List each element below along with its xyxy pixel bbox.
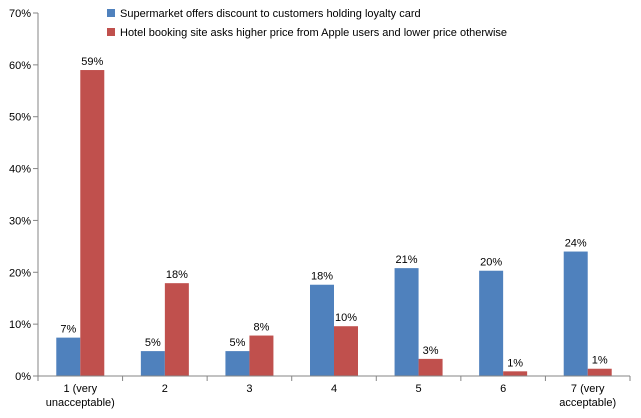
y-tick-label: 0% [15,371,31,383]
data-label: 5% [229,337,245,349]
data-label: 20% [480,257,502,269]
y-tick-label: 40% [9,164,31,176]
data-label: 1% [592,355,608,367]
legend-entry: Supermarket offers discount to customers… [120,8,421,20]
legend-swatch [107,9,115,17]
data-label: 18% [311,271,333,283]
bar-series-2 [418,358,443,376]
bar-series-1 [479,270,504,376]
y-tick-label: 10% [9,319,31,331]
y-tick-label: 20% [9,267,31,279]
bar-series-1 [56,337,81,376]
data-label: 8% [253,322,269,334]
bar-series-1 [563,251,588,376]
y-tick-label: 60% [9,60,31,72]
y-tick-label: 70% [9,8,31,20]
y-tick-label: 30% [9,215,31,227]
bar-series-2 [249,335,274,376]
data-label: 18% [166,269,188,281]
data-label: 21% [396,254,418,266]
x-tick-label: 4 [331,383,337,395]
x-tick-label: 2 [162,383,168,395]
bar-series-1 [310,284,334,376]
data-labels: 7% 5% 5% 18% 21% 20% 24% 59% 18% 8% 10% 3% 1% 1% [60,56,608,369]
bar-series-2 [334,326,358,376]
bar-series-2 [80,70,105,377]
bars [56,70,612,377]
bar-series-2 [164,283,189,376]
data-label: 10% [335,312,357,324]
x-tick-label: 3 [246,383,252,395]
data-label: 7% [60,324,76,336]
bar-series-1 [394,268,419,376]
bar-series-2 [587,368,612,376]
x-tick-label: 1 (very unacceptable) [46,383,115,409]
legend-entry: Hotel booking site asks higher price fro… [120,27,507,39]
data-label: 5% [145,337,161,349]
data-label: 59% [81,56,103,68]
x-tick-label: 5 [416,383,422,395]
legend: Supermarket offers discount to customers… [107,8,507,39]
y-tick-label: 50% [9,112,31,124]
data-label: 1% [507,357,523,369]
data-label: 24% [565,238,587,250]
bar-series-1 [140,351,165,376]
x-tick-label: 7 (very acceptable) [559,383,616,409]
legend-swatch [107,28,115,36]
x-tick-label: 6 [500,383,506,395]
bar-series-2 [503,371,528,376]
axes: 0% 10% 20% 30% 40% 50% 60% 70% 1 (very unacceptab… [9,8,631,409]
bar-series-1 [225,351,250,376]
data-label: 3% [423,345,439,357]
